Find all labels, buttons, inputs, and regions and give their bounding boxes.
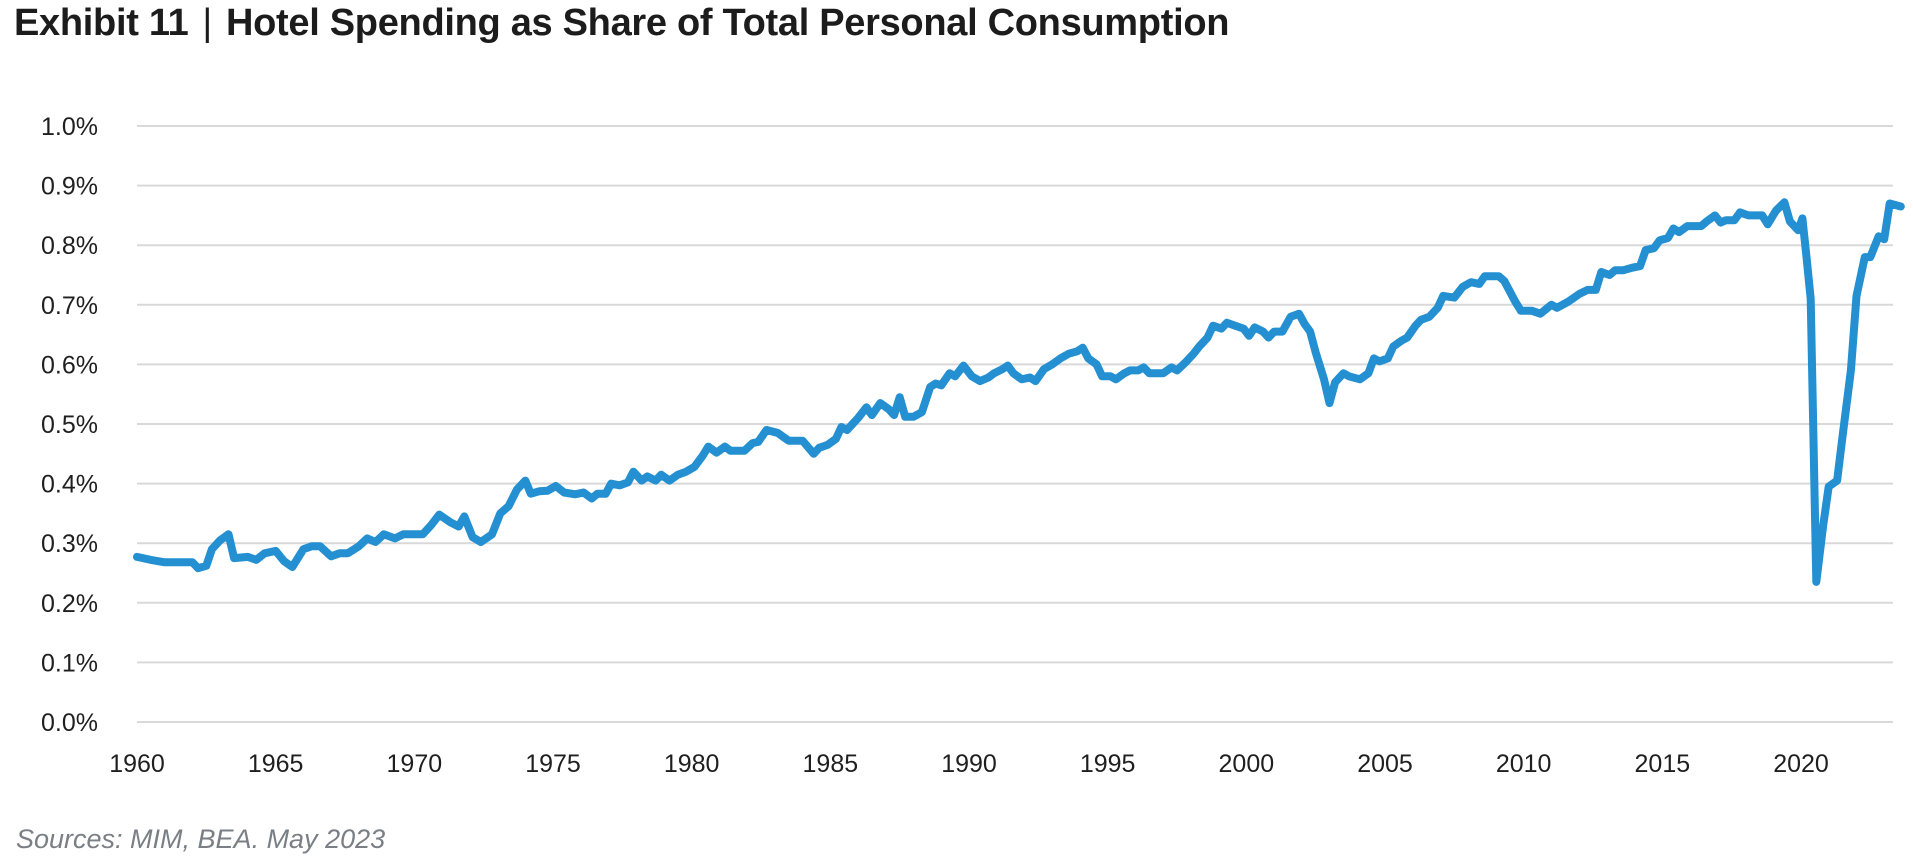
gridlines bbox=[137, 125, 1893, 723]
y-tick-label: 0.8% bbox=[41, 232, 98, 260]
x-tick-label: 1985 bbox=[803, 750, 859, 778]
y-tick-label: 0.3% bbox=[41, 530, 98, 558]
y-tick-label: 0.2% bbox=[41, 590, 98, 618]
x-tick-label: 1980 bbox=[664, 750, 720, 778]
x-tick-label: 1960 bbox=[109, 750, 165, 778]
exhibit-label: Exhibit 11 bbox=[14, 2, 189, 44]
x-tick-label: 1965 bbox=[248, 750, 304, 778]
y-tick-label: 0.6% bbox=[41, 351, 98, 379]
y-tick-label: 0.1% bbox=[41, 649, 98, 677]
y-tick-label: 0.5% bbox=[41, 411, 98, 439]
x-tick-label: 2000 bbox=[1219, 750, 1275, 778]
x-tick-label: 1995 bbox=[1080, 750, 1136, 778]
x-tick-label: 2010 bbox=[1496, 750, 1552, 778]
y-tick-label: 1.0% bbox=[41, 113, 98, 141]
y-tick-label: 0.4% bbox=[41, 471, 98, 499]
title-text: Hotel Spending as Share of Total Persona… bbox=[225, 2, 1230, 44]
chart-title: Exhibit 11 | Hotel Spending as Share of To… bbox=[14, 2, 1229, 45]
y-axis-ticks: 0.0% 0.1% 0.2% 0.3% 0.4% 0.5% 0.6% 0.7% 0.8% 0.9%… bbox=[41, 113, 98, 737]
x-axis-ticks: 1960 1965 1970 1975 1980 1985 1990 1995 2000 2005… bbox=[109, 750, 1829, 778]
y-tick-label: 0.0% bbox=[41, 709, 98, 737]
x-tick-label: 2015 bbox=[1635, 750, 1691, 778]
title-separator: | bbox=[202, 2, 212, 44]
series-line bbox=[133, 198, 1905, 586]
x-tick-label: 2020 bbox=[1773, 750, 1829, 778]
x-tick-label: 1990 bbox=[941, 750, 997, 778]
y-tick-label: 0.7% bbox=[41, 292, 98, 320]
y-tick-label: 0.9% bbox=[41, 173, 98, 201]
source-note: Sources: MIM, BEA. May 2023 bbox=[16, 824, 386, 854]
x-tick-label: 1970 bbox=[387, 750, 443, 778]
x-tick-label: 2005 bbox=[1357, 750, 1413, 778]
x-tick-label: 1975 bbox=[525, 750, 581, 778]
